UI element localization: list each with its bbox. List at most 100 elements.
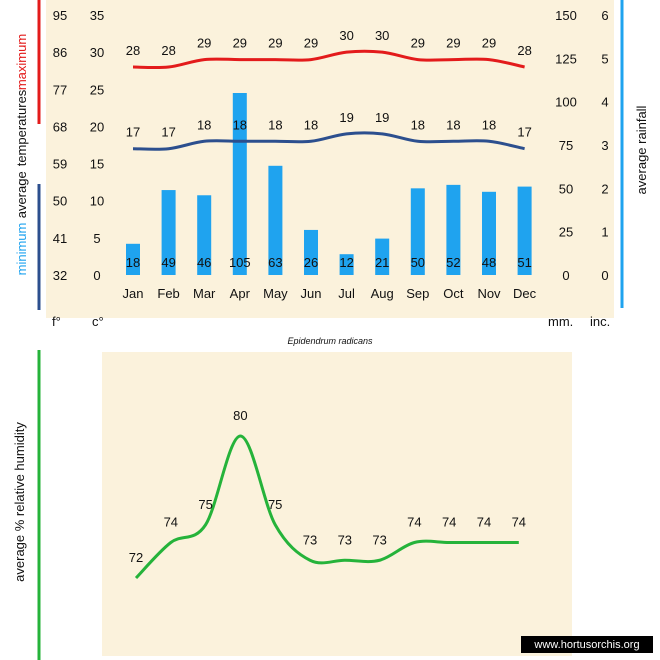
inches-tick: 1 xyxy=(601,225,608,240)
rainfall-bar-label: 48 xyxy=(482,255,496,270)
inches-tick: 2 xyxy=(601,181,608,196)
maximum-value-label: 29 xyxy=(197,36,211,51)
maximum-value-label: 29 xyxy=(304,36,318,51)
month-label: Dec xyxy=(513,286,537,301)
humidity-value-label: 73 xyxy=(372,532,386,547)
inches-tick: 5 xyxy=(601,51,608,66)
inches-tick: 6 xyxy=(601,8,608,23)
fahrenheit-tick: 95 xyxy=(53,8,67,23)
average-temperatures-title: average temperatures xyxy=(14,89,29,218)
mm-tick: 0 xyxy=(562,268,569,283)
rainfall-bar xyxy=(268,165,283,275)
rainfall-bar xyxy=(375,238,390,275)
month-axis-labels: Jan Feb Mar Apr May Jun Jul Aug Sep Oct Nov Dec xyxy=(123,286,537,301)
celsius-tick: 25 xyxy=(90,82,104,97)
fahrenheit-tick: 32 xyxy=(53,268,67,283)
month-label: Apr xyxy=(230,286,251,301)
humidity-value-label: 80 xyxy=(233,408,247,423)
maximum-value-label: 30 xyxy=(339,28,353,43)
humidity-value-label: 74 xyxy=(477,515,491,530)
maximum-value-labels: 28 28 29 29 29 29 30 30 29 29 29 28 xyxy=(126,28,532,58)
rainfall-bar xyxy=(517,186,532,275)
mm-unit: mm. xyxy=(548,314,573,329)
rainfall-bar-label: 21 xyxy=(375,255,389,270)
rainfall-bar-label: 50 xyxy=(411,255,425,270)
celsius-unit: c° xyxy=(92,314,104,329)
fahrenheit-tick: 50 xyxy=(53,194,67,209)
rainfall-bar xyxy=(232,93,247,275)
celsius-tick: 10 xyxy=(90,194,104,209)
minimum-value-label: 18 xyxy=(304,117,318,132)
humidity-value-label: 74 xyxy=(164,515,178,530)
month-label: Feb xyxy=(157,286,179,301)
minimum-title: minimum xyxy=(14,223,29,276)
inches-unit: inc. xyxy=(590,314,610,329)
rainfall-bars xyxy=(126,93,532,275)
mm-tick: 125 xyxy=(555,51,577,66)
maximum-value-label: 28 xyxy=(517,43,531,58)
minimum-value-label: 19 xyxy=(339,110,353,125)
minimum-value-label: 18 xyxy=(411,117,425,132)
fahrenheit-unit: f° xyxy=(52,314,61,329)
minimum-value-label: 18 xyxy=(268,117,282,132)
minimum-temperature-line xyxy=(132,131,525,151)
maximum-value-label: 29 xyxy=(268,36,282,51)
rainfall-bar xyxy=(446,184,461,275)
rainfall-bar xyxy=(197,195,212,275)
minimum-value-label: 17 xyxy=(517,125,531,140)
temperature-axis-title: maximum average temperatures minimum xyxy=(14,0,41,310)
rainfall-axis-title: average rainfall xyxy=(620,0,649,308)
average-word: average xyxy=(14,171,29,218)
rainfall-bar-label: 26 xyxy=(304,255,318,270)
rainfall-bar-label: 18 xyxy=(126,255,140,270)
rainfall-bar-label: 51 xyxy=(517,255,531,270)
maximum-value-label: 30 xyxy=(375,28,389,43)
humidity-value-labels: 72 74 75 80 75 73 73 73 74 74 74 74 xyxy=(129,408,526,565)
humidity-value-label: 75 xyxy=(268,497,282,512)
rainfall-bar xyxy=(126,243,140,275)
humidity-title: average % relative humidity xyxy=(12,422,27,582)
celsius-tick: 5 xyxy=(93,231,100,246)
maximum-value-label: 29 xyxy=(233,36,247,51)
rainfall-bar xyxy=(482,191,496,275)
minimum-value-label: 18 xyxy=(233,117,247,132)
minimum-value-label: 18 xyxy=(482,117,496,132)
celsius-tick: 20 xyxy=(90,119,104,134)
rainfall-bar-label: 49 xyxy=(161,255,175,270)
rainfall-bar xyxy=(410,188,425,275)
fahrenheit-tick: 77 xyxy=(53,82,67,97)
humidity-value-label: 73 xyxy=(338,532,352,547)
maximum-value-label: 29 xyxy=(482,36,496,51)
rainfall-bar-labels: 18 49 46 105 63 26 12 21 50 52 48 51 xyxy=(126,255,532,270)
month-label: Jan xyxy=(123,286,144,301)
humidity-chart-background xyxy=(102,352,572,656)
month-label: Nov xyxy=(477,286,501,301)
watermark: www.hortusorchis.org xyxy=(533,639,639,651)
maximum-value-label: 29 xyxy=(446,36,460,51)
fahrenheit-tick: 59 xyxy=(53,157,67,172)
species-caption: Epidendrum radicans xyxy=(287,336,373,346)
month-label: Sep xyxy=(406,286,429,301)
rainfall-bar-label: 63 xyxy=(268,255,282,270)
fahrenheit-tick: 68 xyxy=(53,119,67,134)
celsius-axis: 35 30 25 20 15 10 5 0 xyxy=(90,8,104,283)
mm-tick: 75 xyxy=(559,138,573,153)
humidity-line xyxy=(134,434,519,580)
celsius-tick: 0 xyxy=(93,268,100,283)
rainfall-bar-label: 12 xyxy=(339,255,353,270)
month-label: May xyxy=(263,286,288,301)
rainfall-bar xyxy=(339,254,354,275)
minimum-value-label: 17 xyxy=(161,125,175,140)
mm-tick: 50 xyxy=(559,181,573,196)
mm-tick: 25 xyxy=(559,225,573,240)
mm-tick: 150 xyxy=(555,8,577,23)
celsius-tick: 35 xyxy=(90,8,104,23)
month-label: Aug xyxy=(371,286,394,301)
inches-axis: 6 5 4 3 2 1 0 xyxy=(601,8,608,283)
minimum-value-label: 18 xyxy=(446,117,460,132)
celsius-tick: 30 xyxy=(90,45,104,60)
rainfall-bar xyxy=(161,190,176,275)
fahrenheit-tick: 41 xyxy=(53,231,67,246)
fahrenheit-tick: 86 xyxy=(53,45,67,60)
maximum-temperature-line xyxy=(132,49,525,70)
